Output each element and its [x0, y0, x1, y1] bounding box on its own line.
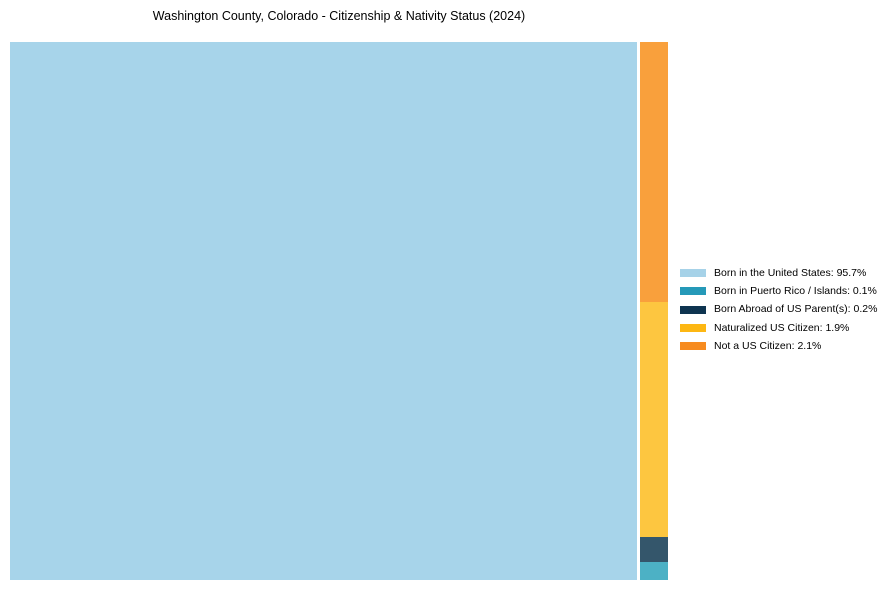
- legend-label: Not a US Citizen: 2.1%: [714, 340, 822, 353]
- legend-swatch-not-citizen: [680, 342, 706, 351]
- legend-label: Naturalized US Citizen: 1.9%: [714, 321, 850, 334]
- treemap-block-born-in-us: [10, 42, 637, 580]
- legend-label: Born Abroad of US Parent(s): 0.2%: [714, 303, 878, 316]
- treemap-block-not-us-citizen: [640, 42, 668, 302]
- chart-title: Washington County, Colorado - Citizenshi…: [152, 9, 526, 23]
- legend-item-not-citizen: Not a US Citizen: 2.1%: [680, 337, 877, 355]
- legend-item-born-in-us: Born in the United States: 95.7%: [680, 264, 877, 282]
- legend: Born in the United States: 95.7% Born in…: [680, 264, 877, 355]
- legend-swatch-naturalized: [680, 324, 706, 333]
- treemap-block-born-abroad: [640, 537, 668, 562]
- legend-label: Born in the United States: 95.7%: [714, 266, 867, 279]
- treemap-block-puerto-rico: [640, 562, 668, 580]
- legend-item-born-abroad: Born Abroad of US Parent(s): 0.2%: [680, 301, 877, 319]
- legend-label: Born in Puerto Rico / Islands: 0.1%: [714, 285, 877, 298]
- legend-swatch-born-abroad: [680, 305, 706, 314]
- legend-swatch-puerto-rico: [680, 287, 706, 296]
- treemap-block-naturalized-citizen: [640, 302, 668, 537]
- legend-item-naturalized: Naturalized US Citizen: 1.9%: [680, 319, 877, 337]
- treemap-minor-column: [640, 42, 668, 580]
- treemap-plot: [10, 42, 668, 580]
- legend-item-puerto-rico: Born in Puerto Rico / Islands: 0.1%: [680, 282, 877, 300]
- legend-swatch-born-in-us: [680, 269, 706, 278]
